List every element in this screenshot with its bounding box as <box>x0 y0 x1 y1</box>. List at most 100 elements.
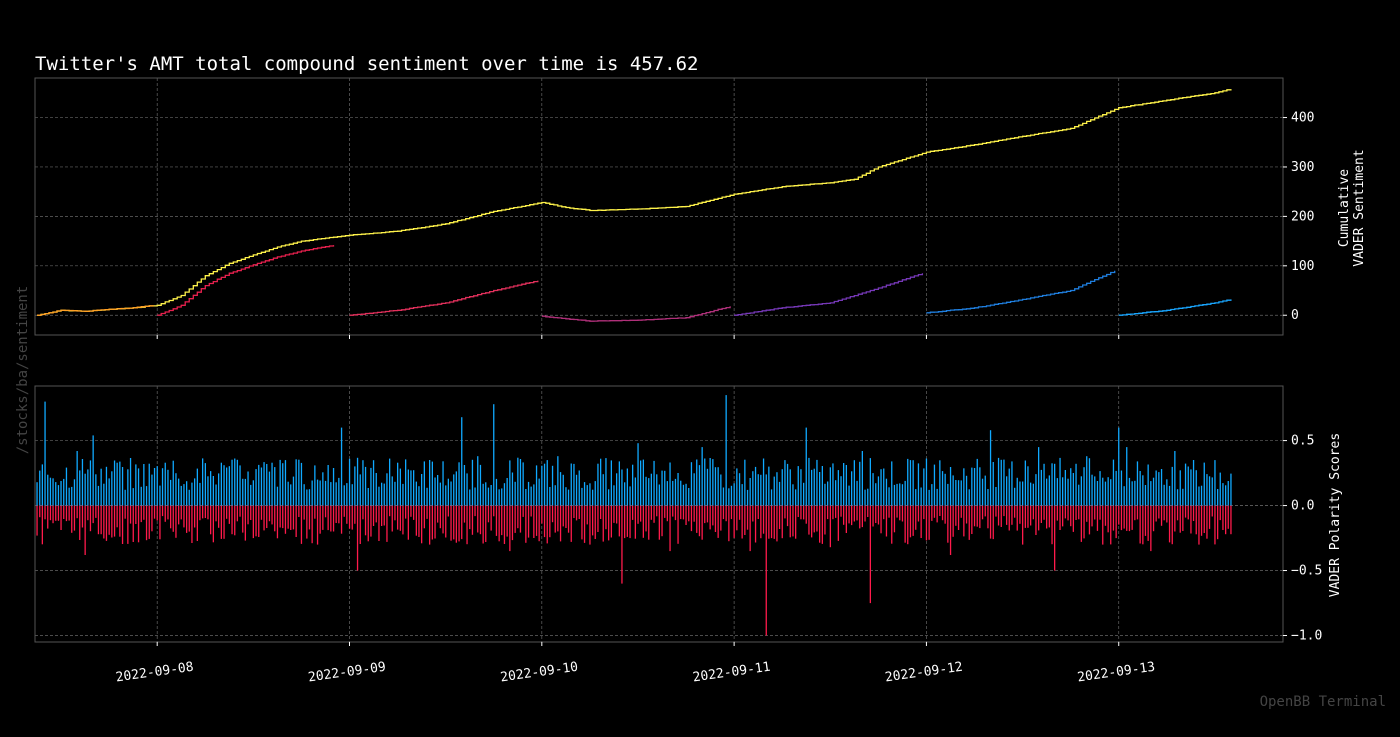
positive-bar <box>370 467 372 506</box>
positive-bar <box>583 482 586 506</box>
negative-bar <box>143 505 145 520</box>
negative-bar <box>263 505 265 531</box>
negative-bar <box>824 505 826 535</box>
negative-bar <box>161 505 164 517</box>
negative-bar <box>121 505 124 544</box>
positive-bar <box>292 476 295 506</box>
positive-bar <box>784 460 786 506</box>
daily-cumulative-line <box>157 245 335 316</box>
positive-bar <box>843 463 845 506</box>
positive-bar <box>506 478 508 506</box>
positive-bar <box>1128 477 1131 506</box>
positive-bar <box>621 469 623 506</box>
positive-bar <box>121 467 124 506</box>
positive-bar <box>397 462 399 506</box>
negative-bar <box>650 505 652 520</box>
positive-bar <box>300 462 303 506</box>
negative-bar <box>461 505 463 540</box>
negative-bar <box>845 505 847 533</box>
negative-bar <box>762 505 765 534</box>
positive-bar <box>372 460 375 506</box>
positive-bar <box>995 487 997 506</box>
negative-bar <box>1225 505 1227 535</box>
negative-bar <box>271 505 273 525</box>
positive-bar <box>367 488 369 506</box>
negative-bar <box>447 505 449 517</box>
positive-bar <box>79 470 81 506</box>
positive-bar <box>1118 427 1120 506</box>
negative-bar <box>618 505 620 537</box>
negative-bar <box>912 505 914 536</box>
negative-bar <box>1179 505 1181 533</box>
negative-bar <box>984 505 986 517</box>
negative-bar <box>463 505 466 523</box>
negative-bar <box>429 505 431 545</box>
negative-bar <box>1211 505 1213 517</box>
negative-bar <box>971 505 973 534</box>
positive-bar <box>188 489 190 506</box>
positive-bar <box>242 478 244 506</box>
positive-bar <box>789 469 791 506</box>
negative-bar <box>402 505 404 535</box>
negative-bar <box>744 505 746 535</box>
positive-bar <box>656 474 658 506</box>
positive-bar <box>792 484 794 506</box>
bottom-y-tick-label: −1.0 <box>1291 629 1322 644</box>
positive-bar <box>183 484 185 506</box>
negative-bar <box>696 505 698 533</box>
positive-bar <box>917 463 920 506</box>
negative-bar <box>891 505 893 544</box>
negative-bar <box>746 505 749 530</box>
negative-bar <box>175 505 177 538</box>
positive-bar <box>816 459 818 506</box>
negative-bar <box>167 505 169 520</box>
negative-bar <box>1072 505 1074 532</box>
positive-bar <box>893 484 896 506</box>
negative-bar <box>172 505 174 532</box>
negative-bar <box>1043 505 1045 520</box>
negative-bar <box>915 505 917 530</box>
negative-bar <box>941 505 944 521</box>
negative-bar <box>455 505 457 543</box>
positive-bar <box>770 489 773 506</box>
top-y-ticks: 0 100 200 300 400 <box>1283 111 1314 323</box>
positive-bar <box>135 464 137 506</box>
negative-bar <box>533 505 535 538</box>
positive-bar <box>1059 457 1061 506</box>
positive-bar <box>1094 476 1096 506</box>
positive-bar <box>1022 481 1024 506</box>
positive-bar <box>151 474 153 506</box>
daily-cumulative-line <box>734 273 924 316</box>
negative-bar <box>1011 505 1013 525</box>
positive-bar <box>1035 474 1037 506</box>
negative-bar <box>469 505 471 530</box>
positive-bar <box>749 478 751 506</box>
negative-bar <box>837 505 839 541</box>
positive-bar <box>132 488 134 506</box>
top-y-axis-label-line: Cumulative <box>1337 169 1352 247</box>
negative-bar <box>963 505 965 537</box>
positive-bar <box>853 460 855 506</box>
negative-bar <box>600 505 602 519</box>
positive-bar <box>129 458 132 506</box>
positive-bar <box>634 477 636 506</box>
negative-bar <box>359 505 361 544</box>
positive-bar <box>501 488 503 506</box>
negative-bar <box>1008 505 1010 531</box>
negative-bar <box>608 505 610 541</box>
positive-bar <box>1032 483 1034 506</box>
positive-bar <box>1016 477 1018 506</box>
negative-bar <box>226 505 228 519</box>
positive-bar <box>613 485 615 506</box>
positive-bar <box>920 487 922 506</box>
negative-bar <box>79 505 81 540</box>
positive-bar <box>896 483 898 506</box>
positive-bar <box>525 489 527 506</box>
negative-bar <box>252 505 254 539</box>
positive-bar <box>167 469 169 506</box>
positive-bar <box>573 463 575 506</box>
negative-bar <box>327 505 329 531</box>
positive-bar <box>1048 475 1050 506</box>
positive-bar <box>952 475 954 506</box>
negative-bar <box>338 505 340 524</box>
